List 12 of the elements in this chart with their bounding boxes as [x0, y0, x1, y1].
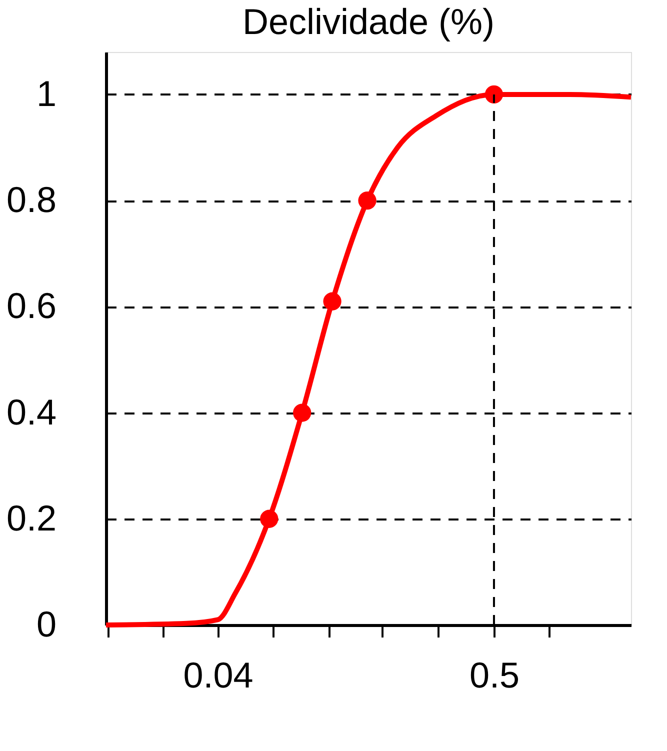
point	[260, 510, 278, 528]
point	[293, 404, 312, 422]
y-tick-label: 0	[36, 604, 56, 644]
y-tick-label: 0.6	[6, 285, 56, 326]
x-tick-label: 0.04	[183, 654, 254, 696]
chart-title: Declividade (%)	[242, 1, 495, 42]
y-tick-label: 1	[36, 72, 56, 114]
y-tick-label: 0.4	[6, 391, 56, 432]
point	[358, 191, 376, 210]
y-tick-label: 0.2	[6, 497, 56, 538]
y-tick-label: 0.8	[6, 179, 56, 220]
x-tick-label: 0.5	[469, 654, 520, 696]
